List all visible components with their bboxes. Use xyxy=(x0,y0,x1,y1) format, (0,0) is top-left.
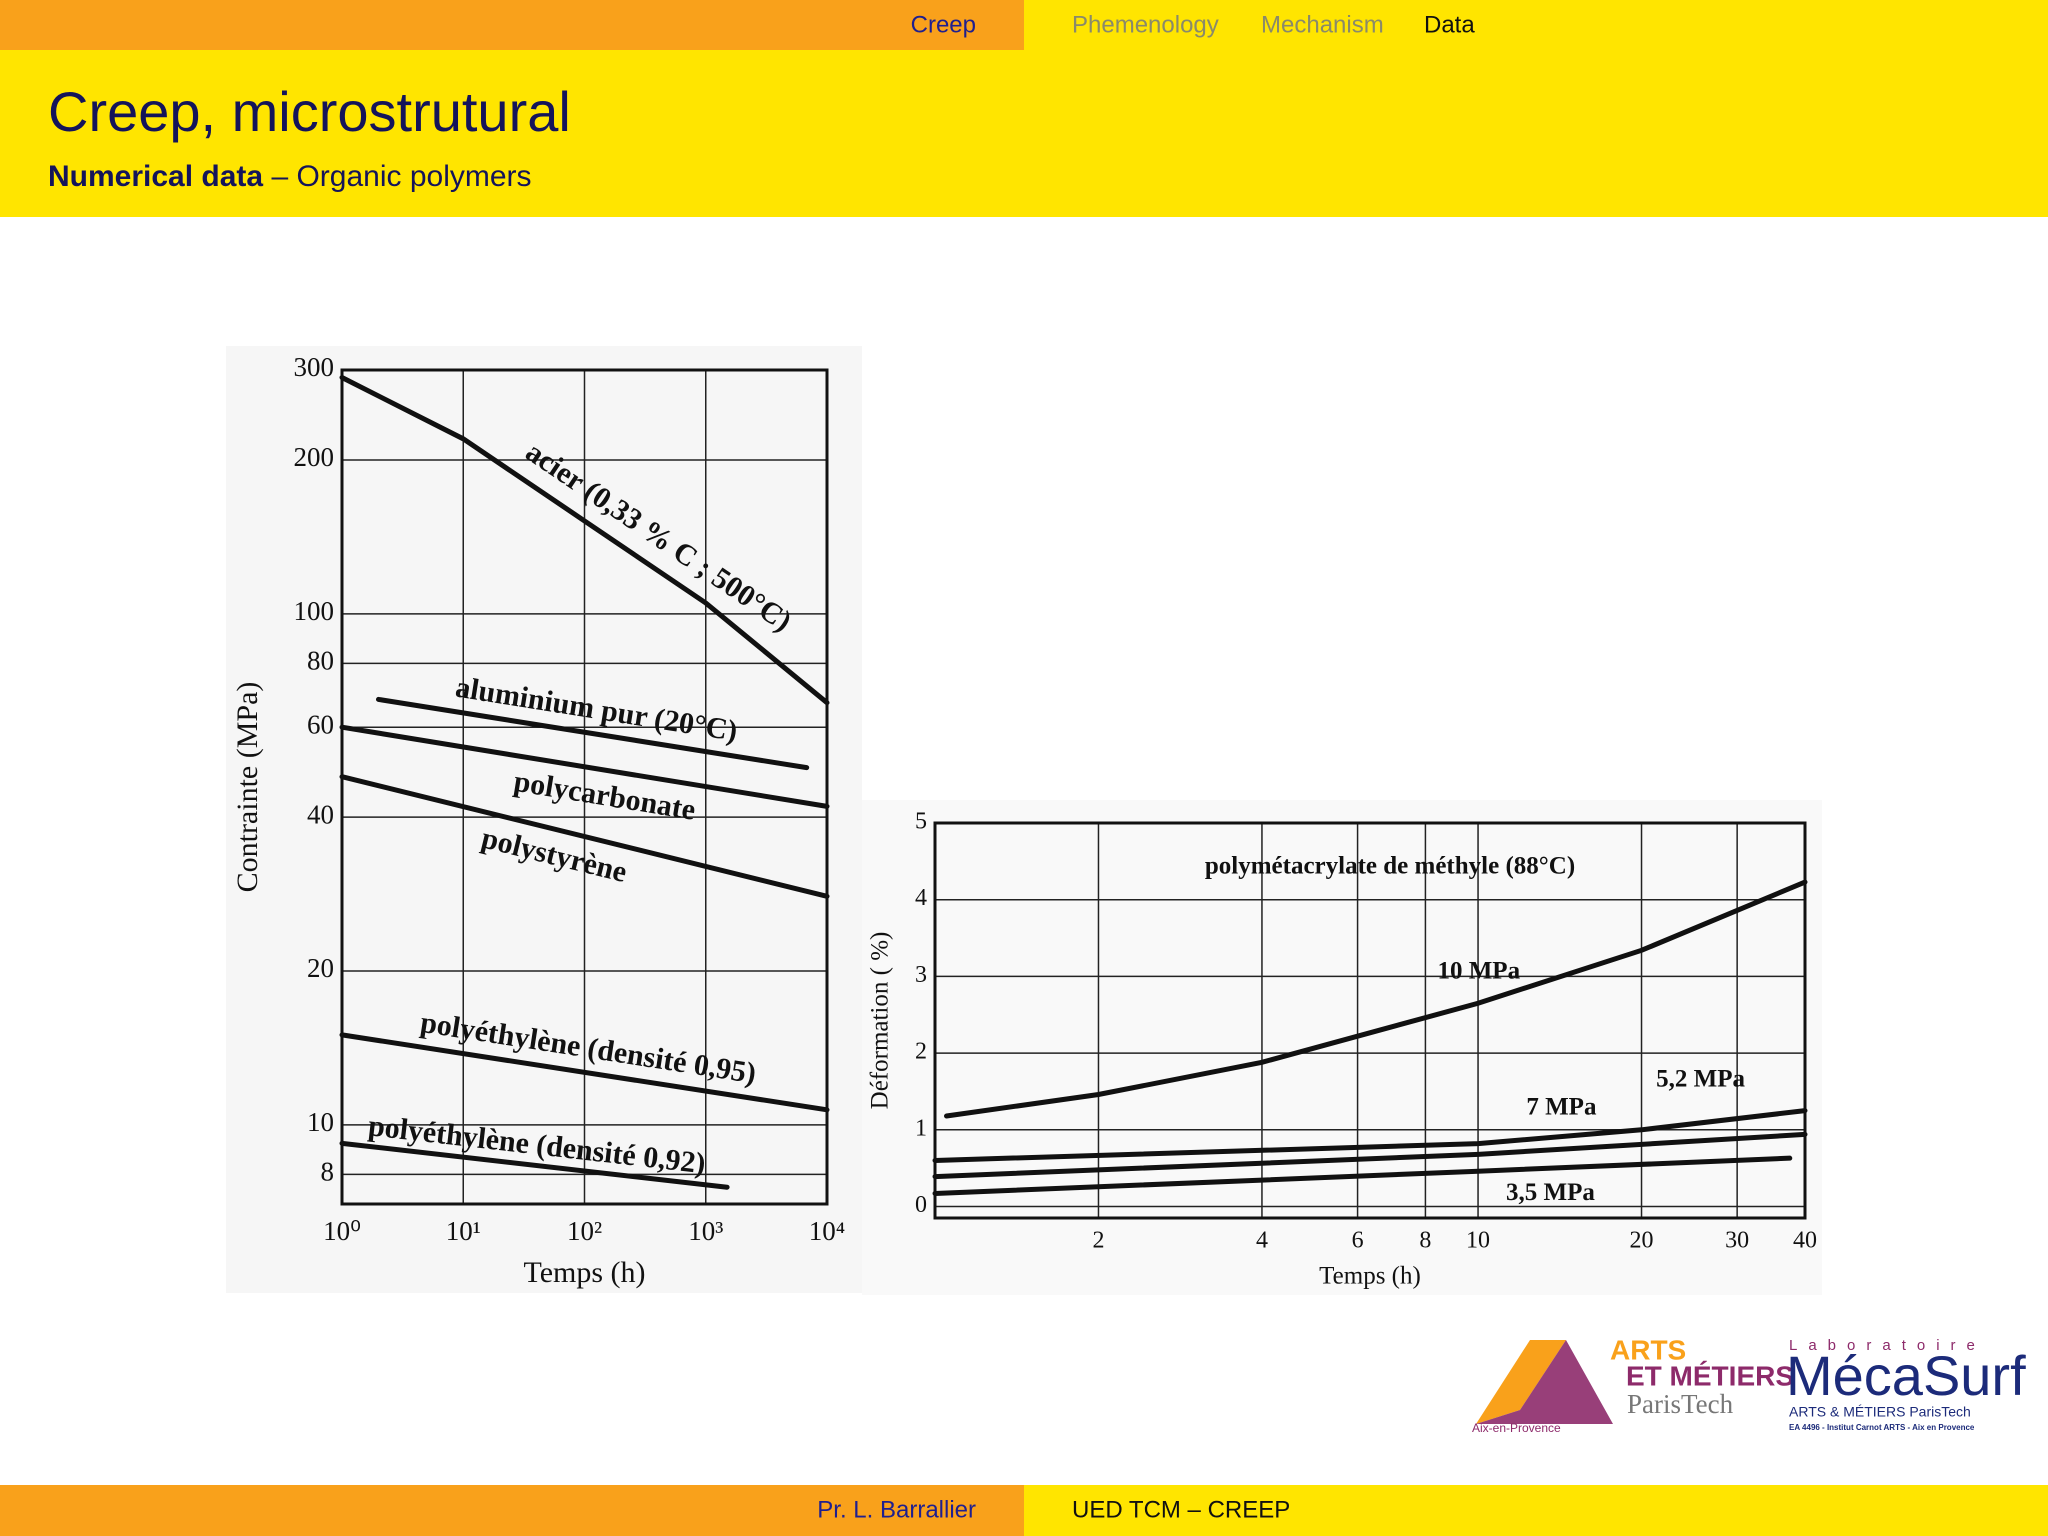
x-tick-label: 4 xyxy=(1256,1228,1268,1254)
top-bar-left xyxy=(0,0,1024,50)
x-tick-label: 40 xyxy=(1793,1228,1817,1254)
logo-text: ParisTech xyxy=(1627,1389,1734,1419)
x-tick-label: 10² xyxy=(567,1216,602,1246)
y-axis-label: Contrainte (MPa) xyxy=(231,682,264,893)
x-tick-label: 2 xyxy=(1092,1228,1104,1254)
x-tick-label: 30 xyxy=(1725,1228,1749,1254)
logo-text: EA 4496 - Institut Carnot ARTS - Aix en … xyxy=(1789,1423,1975,1432)
footer-author: Pr. L. Barrallier xyxy=(817,1496,976,1523)
subtitle: Numerical data – Organic polymers xyxy=(48,160,532,193)
y-tick-label: 3 xyxy=(915,962,927,988)
series-line xyxy=(932,1131,1808,1180)
y-tick-label: 10 xyxy=(307,1107,334,1137)
annotation: polymétacrylate de méthyle (88°C) xyxy=(1205,853,1575,880)
slide-title: Creep, microstrutural xyxy=(48,80,571,143)
x-axis-label: Temps (h) xyxy=(523,1256,645,1289)
x-axis-label: Temps (h) xyxy=(1319,1263,1421,1290)
x-tick-label: 10⁴ xyxy=(809,1216,845,1246)
y-tick-label: 1 xyxy=(915,1115,927,1141)
x-tick-label: 10¹ xyxy=(446,1216,481,1246)
series-line xyxy=(339,1140,730,1190)
nav-link[interactable]: Mechanism xyxy=(1261,11,1384,38)
logo-shape xyxy=(1476,1340,1613,1424)
subtitle-rest: – Organic polymers xyxy=(271,160,531,193)
series-line xyxy=(339,774,830,899)
plot-frame xyxy=(340,368,829,1206)
x-tick-label: 6 xyxy=(1352,1228,1364,1254)
y-tick-label: 2 xyxy=(915,1039,927,1065)
logo-text: MécaSurf xyxy=(1786,1344,2026,1407)
section-link[interactable]: Creep xyxy=(911,11,976,38)
series-label: 3,5 MPa xyxy=(1506,1179,1595,1206)
logo-text: Aix-en-Provence xyxy=(1472,1421,1561,1435)
nav-link[interactable]: Phemenology xyxy=(1072,11,1219,38)
series-line xyxy=(376,696,810,771)
y-axis-label: Déformation ( %) xyxy=(867,932,894,1110)
logo-text: ARTS xyxy=(1610,1334,1686,1365)
series-line xyxy=(339,375,830,706)
subtitle-bold: Numerical data xyxy=(48,160,263,193)
y-tick-label: 300 xyxy=(294,352,335,382)
series-line xyxy=(339,724,830,809)
series-line xyxy=(944,879,1808,1119)
y-tick-label: 4 xyxy=(915,885,927,911)
y-tick-label: 20 xyxy=(307,953,334,983)
footer-course: UED TCM – CREEP xyxy=(1072,1496,1290,1523)
chart-backdrop xyxy=(862,800,1822,1295)
series-line xyxy=(932,1108,1808,1163)
footer-right xyxy=(1024,1485,2048,1536)
x-tick-label: 20 xyxy=(1630,1228,1654,1254)
plot-frame xyxy=(933,821,1807,1220)
y-tick-label: 8 xyxy=(321,1157,335,1187)
top-bar-right xyxy=(1024,0,2048,50)
footer-left xyxy=(0,1485,1024,1536)
y-tick-label: 100 xyxy=(294,596,335,626)
y-tick-label: 5 xyxy=(915,809,927,835)
y-tick-label: 60 xyxy=(307,709,334,739)
logo-text: ARTS & MÉTIERS ParisTech xyxy=(1789,1404,1971,1420)
x-tick-label: 10³ xyxy=(688,1216,723,1246)
series-label: 5,2 MPa xyxy=(1656,1066,1745,1093)
x-tick-label: 10⁰ xyxy=(323,1216,361,1246)
series-line xyxy=(339,1032,830,1113)
logo-shape xyxy=(1476,1340,1566,1424)
logo-text: ET MÉTIERS xyxy=(1626,1360,1794,1391)
series-line xyxy=(932,1155,1793,1196)
x-tick-label: 8 xyxy=(1419,1228,1431,1254)
title-band xyxy=(0,50,2048,217)
logo-text: Laboratoire xyxy=(1789,1337,1986,1354)
series-label: 7 MPa xyxy=(1526,1093,1597,1120)
y-tick-label: 0 xyxy=(915,1192,927,1218)
y-tick-label: 200 xyxy=(294,442,335,472)
chart-backdrop xyxy=(226,346,862,1293)
chart: 2 4 6 8 10 20 30 40 0 1 2 3 4 5 Temps (h) Déformation (… xyxy=(867,809,1817,1290)
x-tick-label: 10 xyxy=(1466,1228,1490,1254)
y-tick-label: 80 xyxy=(307,646,334,676)
y-tick-label: 40 xyxy=(307,799,334,829)
series-label: 10 MPa xyxy=(1437,958,1520,985)
nav-link[interactable]: Data xyxy=(1424,11,1475,38)
